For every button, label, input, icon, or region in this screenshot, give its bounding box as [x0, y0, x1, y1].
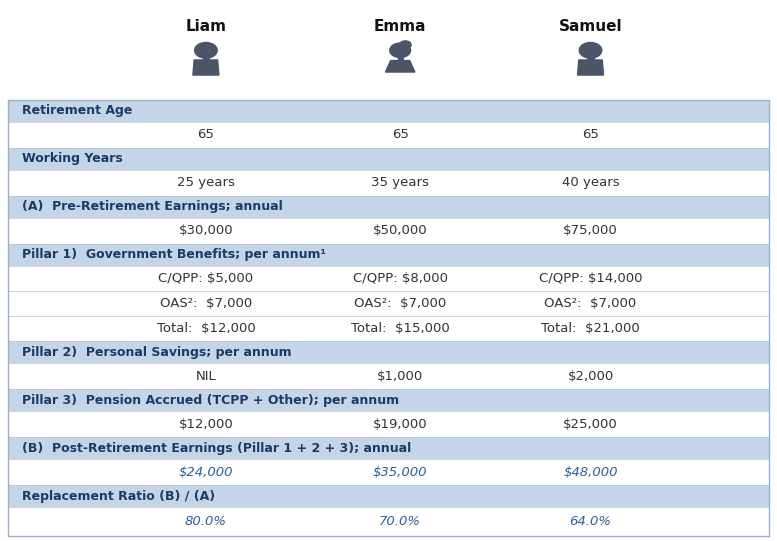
Text: C/QPP: $14,000: C/QPP: $14,000	[538, 272, 643, 285]
Text: Pillar 1)  Government Benefits; per annum¹: Pillar 1) Government Benefits; per annum…	[22, 248, 326, 261]
Bar	[8, 507, 769, 536]
Text: Working Years: Working Years	[22, 153, 123, 166]
Bar	[8, 266, 769, 291]
Bar	[8, 218, 769, 244]
Text: 65: 65	[582, 128, 599, 141]
Bar	[8, 411, 769, 437]
Circle shape	[390, 43, 410, 57]
Bar	[8, 437, 769, 459]
Text: C/QPP: $8,000: C/QPP: $8,000	[353, 272, 448, 285]
Circle shape	[579, 42, 602, 58]
Text: Total:  $15,000: Total: $15,000	[350, 322, 450, 335]
Text: 64.0%: 64.0%	[570, 515, 611, 528]
Bar	[8, 122, 769, 148]
Text: $1,000: $1,000	[377, 370, 423, 382]
Text: 70.0%: 70.0%	[379, 515, 421, 528]
Bar	[8, 100, 769, 122]
Bar	[398, 57, 402, 61]
Text: C/QPP: $5,000: C/QPP: $5,000	[159, 272, 253, 285]
Text: $12,000: $12,000	[179, 418, 233, 431]
Bar	[8, 170, 769, 196]
Text: Pillar 2)  Personal Savings; per annum: Pillar 2) Personal Savings; per annum	[22, 346, 291, 359]
Bar	[8, 459, 769, 485]
Text: Retirement Age: Retirement Age	[22, 104, 132, 117]
Bar	[8, 341, 769, 363]
Text: Replacement Ratio (B) / (A): Replacement Ratio (B) / (A)	[22, 490, 215, 503]
Bar	[8, 100, 769, 536]
Bar	[8, 316, 769, 341]
Bar	[8, 196, 769, 218]
Text: $19,000: $19,000	[373, 418, 427, 431]
Polygon shape	[577, 60, 604, 75]
Text: 65: 65	[392, 128, 409, 141]
Text: Total:  $21,000: Total: $21,000	[541, 322, 640, 335]
Bar	[8, 291, 769, 316]
Bar	[8, 148, 769, 170]
Polygon shape	[193, 60, 219, 75]
Text: $50,000: $50,000	[373, 225, 427, 237]
Text: $75,000: $75,000	[563, 225, 618, 237]
Text: $30,000: $30,000	[179, 225, 233, 237]
Text: (A)  Pre-Retirement Earnings; annual: (A) Pre-Retirement Earnings; annual	[22, 201, 283, 214]
Text: OAS²:  $7,000: OAS²: $7,000	[545, 297, 636, 310]
Text: 35 years: 35 years	[371, 176, 429, 189]
Text: OAS²:  $7,000: OAS²: $7,000	[160, 297, 252, 310]
Bar	[8, 363, 769, 390]
Bar	[8, 485, 769, 507]
Bar	[8, 244, 769, 266]
Polygon shape	[385, 61, 415, 72]
Circle shape	[399, 41, 411, 49]
Text: 25 years: 25 years	[177, 176, 235, 189]
Bar	[203, 56, 209, 60]
Text: $25,000: $25,000	[563, 418, 618, 431]
Text: 40 years: 40 years	[562, 176, 619, 189]
Text: $48,000: $48,000	[563, 466, 618, 479]
Text: $24,000: $24,000	[179, 466, 233, 479]
Text: 80.0%: 80.0%	[185, 515, 227, 528]
Text: Samuel: Samuel	[559, 19, 622, 34]
Text: $2,000: $2,000	[567, 370, 614, 382]
Text: Emma: Emma	[374, 19, 427, 34]
Bar	[587, 56, 594, 60]
Text: 65: 65	[197, 128, 214, 141]
Text: NIL: NIL	[196, 370, 216, 382]
Text: $35,000: $35,000	[373, 466, 427, 479]
Text: (B)  Post-Retirement Earnings (Pillar 1 + 2 + 3); annual: (B) Post-Retirement Earnings (Pillar 1 +…	[22, 441, 411, 454]
Bar	[8, 390, 769, 411]
Circle shape	[194, 42, 218, 58]
Text: OAS²:  $7,000: OAS²: $7,000	[354, 297, 446, 310]
Text: Total:  $12,000: Total: $12,000	[156, 322, 256, 335]
Text: Liam: Liam	[186, 19, 226, 34]
Text: Pillar 3)  Pension Accrued (TCPP + Other); per annum: Pillar 3) Pension Accrued (TCPP + Other)…	[22, 394, 399, 407]
